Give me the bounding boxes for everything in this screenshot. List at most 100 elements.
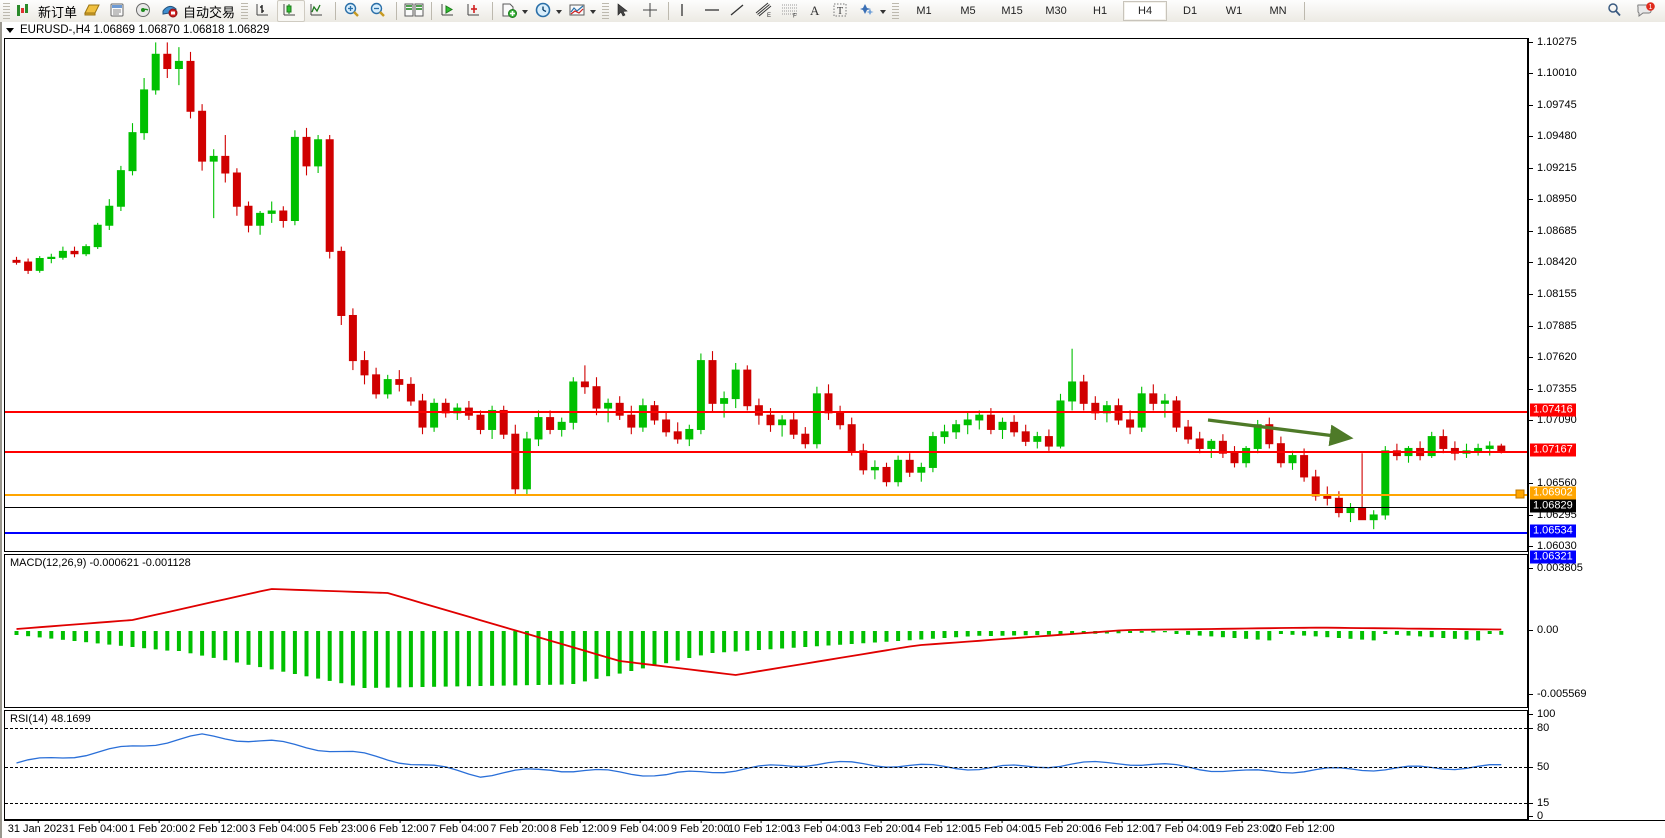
price-chart-pane[interactable] bbox=[4, 38, 1528, 552]
text-button[interactable]: A bbox=[803, 1, 829, 21]
new-order-button[interactable]: 新订单 bbox=[13, 1, 80, 21]
timeframe-m5[interactable]: M5 bbox=[960, 5, 976, 17]
search-button[interactable] bbox=[1603, 1, 1629, 21]
chat-icon: 1 bbox=[1636, 2, 1656, 20]
rsi-label: RSI(14) 48.1699 bbox=[10, 713, 91, 725]
time-tick-5: 5 Feb 23:00 bbox=[310, 820, 368, 835]
price-label-resistance-1[interactable]: 1.07416 bbox=[1530, 403, 1576, 417]
time-tick-12: 10 Feb 12:00 bbox=[728, 820, 793, 835]
level-handle-pivot[interactable] bbox=[1515, 489, 1525, 499]
chat-button[interactable]: 1 bbox=[1633, 1, 1659, 21]
chat-badge-count: 1 bbox=[1649, 4, 1653, 11]
chart-menu-caret-icon[interactable] bbox=[6, 27, 14, 33]
price-axis[interactable]: 1.10275 1.10010 1.09745 1.09480 1.09215 1.089… bbox=[1528, 36, 1665, 822]
time-tick-21: 20 Feb 12:00 bbox=[1270, 820, 1335, 835]
horizontal-line-button[interactable] bbox=[699, 1, 725, 21]
time-tick-10: 9 Feb 04:00 bbox=[611, 820, 669, 835]
chart-header: EURUSD-,H4 1.06869 1.06870 1.06818 1.068… bbox=[2, 22, 1532, 38]
text-label-icon: T bbox=[832, 2, 852, 20]
zoom-out-button[interactable] bbox=[366, 1, 392, 21]
time-tick-14: 13 Feb 20:00 bbox=[848, 820, 913, 835]
time-tick-6: 6 Feb 12:00 bbox=[370, 820, 429, 835]
text-label-button[interactable]: T bbox=[829, 1, 855, 21]
timeframe-mn[interactable]: MN bbox=[1269, 5, 1287, 17]
navigator-icon bbox=[135, 2, 155, 20]
toolbar-separator-6 bbox=[1304, 2, 1306, 20]
timeframe-d1[interactable]: D1 bbox=[1183, 5, 1198, 17]
market-watch-button[interactable] bbox=[106, 1, 132, 21]
equidistant-channel-button[interactable]: E bbox=[751, 1, 777, 21]
trendline-button[interactable] bbox=[725, 1, 751, 21]
tile-windows-button[interactable] bbox=[401, 1, 427, 21]
fibonacci-button[interactable]: F bbox=[777, 1, 803, 21]
price-label-resistance-2[interactable]: 1.07167 bbox=[1530, 443, 1576, 457]
zoom-out-icon bbox=[369, 2, 389, 20]
timeframe-m1[interactable]: M1 bbox=[916, 5, 932, 17]
candlestick-chart-button[interactable] bbox=[277, 0, 306, 22]
navigator-button[interactable] bbox=[132, 1, 158, 21]
time-tick-20: 19 Feb 23:00 bbox=[1210, 820, 1274, 835]
time-tick-2: 1 Feb 20:00 bbox=[129, 820, 188, 835]
period-icon bbox=[534, 2, 554, 20]
line-chart-icon bbox=[308, 2, 328, 20]
profiles-button[interactable] bbox=[80, 1, 106, 21]
svg-text:F: F bbox=[793, 14, 797, 19]
price-label-current-price[interactable]: 1.06829 bbox=[1530, 499, 1576, 513]
timeframe-h1[interactable]: H1 bbox=[1093, 5, 1108, 17]
templates-button[interactable] bbox=[565, 1, 599, 21]
timeframe-m15[interactable]: M15 bbox=[1001, 5, 1023, 17]
time-tick-1: 1 Feb 04:00 bbox=[69, 820, 128, 835]
vertical-line-button[interactable] bbox=[673, 1, 699, 21]
zoom-in-button[interactable] bbox=[340, 1, 366, 21]
timeframe-h4[interactable]: H4 bbox=[1123, 1, 1168, 21]
line-chart-button[interactable] bbox=[305, 1, 331, 21]
indicators-icon bbox=[500, 2, 520, 20]
level-line-pivot[interactable] bbox=[5, 494, 1527, 496]
trendline-icon bbox=[728, 2, 748, 20]
chevron-down-icon-2[interactable] bbox=[556, 10, 563, 14]
level-line-resistance-2[interactable] bbox=[5, 451, 1527, 453]
tile-windows-icon bbox=[404, 2, 424, 20]
price-label-pivot[interactable]: 1.06902 bbox=[1530, 486, 1576, 500]
price-label-support-2[interactable]: 1.06321 bbox=[1530, 550, 1576, 564]
timeframe-m30[interactable]: M30 bbox=[1045, 5, 1067, 17]
data-window-icon bbox=[109, 2, 129, 20]
profiles-icon bbox=[83, 2, 103, 20]
cursor-button[interactable] bbox=[612, 1, 638, 21]
price-label-support-1[interactable]: 1.06534 bbox=[1530, 524, 1576, 538]
period-button[interactable] bbox=[531, 1, 565, 21]
toolbar-grip[interactable] bbox=[3, 2, 10, 20]
auto-scroll-button[interactable] bbox=[462, 1, 488, 21]
auto-trading-label: 自动交易 bbox=[183, 5, 236, 21]
shapes-button[interactable] bbox=[855, 1, 889, 21]
crosshair-icon bbox=[641, 2, 661, 20]
level-line-support-1[interactable] bbox=[5, 532, 1527, 534]
objects-grip[interactable] bbox=[602, 2, 610, 20]
crosshair-button[interactable] bbox=[638, 1, 664, 21]
rsi-series bbox=[16, 733, 1502, 778]
level-line-resistance-1[interactable] bbox=[5, 411, 1527, 413]
time-tick-4: 3 Feb 04:00 bbox=[249, 820, 308, 835]
svg-text:E: E bbox=[767, 13, 771, 18]
rsi-level-50 bbox=[5, 767, 1527, 768]
auto-trading-button[interactable]: 自动交易 bbox=[158, 1, 238, 21]
time-axis[interactable]: 31 Jan 2023 1 Feb 04:00 1 Feb 20:00 2 Feb 1… bbox=[4, 820, 1665, 838]
timeframe-w1[interactable]: W1 bbox=[1225, 5, 1243, 17]
rsi-pane[interactable]: RSI(14) 48.1699 bbox=[4, 710, 1528, 820]
macd-pane[interactable]: MACD(12,26,9) -0.000621 -0.001128 bbox=[4, 554, 1528, 708]
time-tick-18: 16 Feb 12:00 bbox=[1089, 820, 1154, 835]
chevron-down-icon-3[interactable] bbox=[590, 10, 597, 14]
auto-trading-icon bbox=[161, 2, 181, 20]
svg-text:T: T bbox=[837, 6, 843, 17]
indicators-button[interactable] bbox=[497, 1, 531, 21]
chart-type-grip[interactable] bbox=[241, 2, 249, 20]
timeframe-grip[interactable] bbox=[892, 2, 900, 20]
chart-shift-button[interactable] bbox=[436, 1, 462, 21]
time-tick-3: 2 Feb 12:00 bbox=[189, 820, 248, 835]
chevron-down-icon-4[interactable] bbox=[880, 10, 887, 14]
chevron-down-icon[interactable] bbox=[522, 10, 529, 14]
toolbar-separator-3 bbox=[431, 2, 433, 20]
main-toolbar: 新订单 bbox=[0, 0, 1665, 23]
zoom-in-icon bbox=[343, 2, 363, 20]
bar-chart-button[interactable] bbox=[251, 1, 277, 21]
